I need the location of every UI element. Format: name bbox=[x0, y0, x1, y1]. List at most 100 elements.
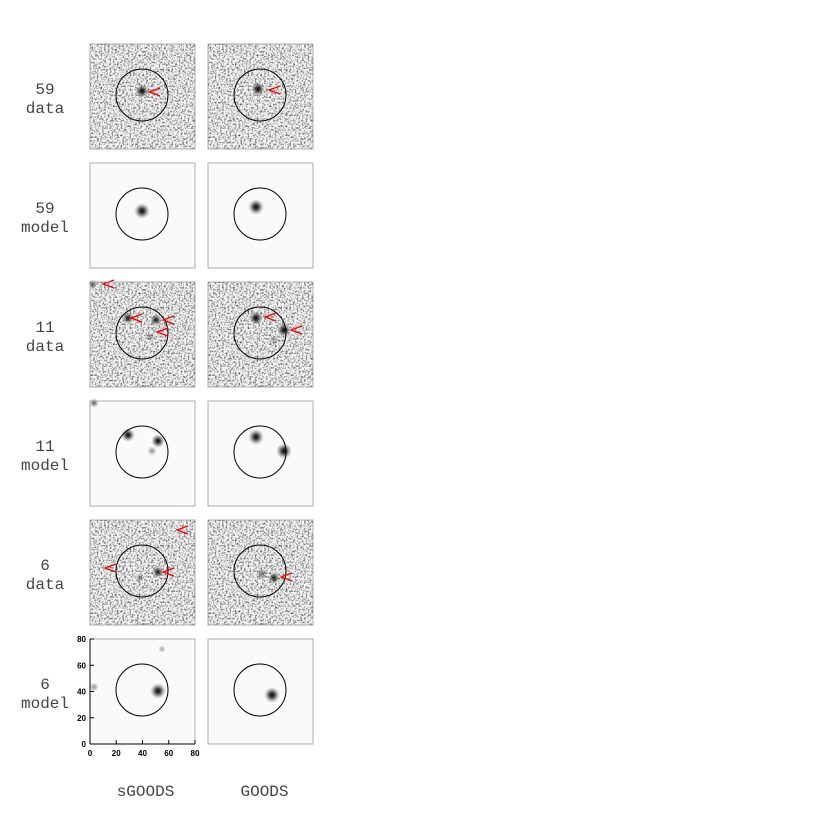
x-tick-label: 60 bbox=[164, 749, 173, 758]
aperture bbox=[115, 187, 169, 241]
panel-background bbox=[208, 163, 313, 268]
panel-frame bbox=[207, 162, 314, 269]
arrow bbox=[289, 325, 303, 335]
image-panel bbox=[89, 638, 196, 745]
source bbox=[150, 683, 166, 699]
y-tick-label: 40 bbox=[77, 688, 86, 697]
row-id: 11 bbox=[35, 438, 54, 456]
aperture bbox=[115, 68, 169, 122]
aperture bbox=[115, 544, 169, 598]
panel-frame bbox=[89, 281, 196, 388]
image-panel bbox=[89, 398, 196, 507]
panel-frame bbox=[207, 281, 314, 388]
image-panel bbox=[207, 400, 314, 507]
y-tick-label: 0 bbox=[82, 740, 87, 749]
arrow bbox=[161, 315, 175, 325]
image-panel bbox=[88, 279, 196, 388]
source bbox=[256, 568, 268, 580]
source bbox=[249, 311, 263, 325]
panel-frame bbox=[207, 43, 314, 150]
noise bbox=[90, 520, 195, 625]
source bbox=[277, 323, 291, 337]
row-id: 59 bbox=[35, 200, 54, 218]
x-tick-label: 80 bbox=[191, 749, 200, 758]
noise bbox=[208, 44, 313, 149]
panel-frame bbox=[207, 519, 314, 626]
arrow bbox=[279, 572, 293, 582]
source bbox=[248, 199, 264, 215]
aperture bbox=[233, 187, 287, 241]
panel-frame bbox=[89, 162, 196, 269]
source bbox=[152, 566, 164, 578]
x-tick-label: 0 bbox=[88, 749, 93, 758]
source bbox=[158, 645, 166, 653]
source bbox=[89, 682, 99, 692]
row-kind: data bbox=[26, 100, 65, 118]
image-panel bbox=[207, 162, 314, 269]
source bbox=[145, 332, 155, 342]
image-panel bbox=[207, 281, 314, 388]
y-tick-label: 20 bbox=[77, 714, 86, 723]
arrow bbox=[147, 87, 161, 97]
row-kind: model bbox=[21, 695, 69, 713]
row-kind: data bbox=[26, 338, 65, 356]
row-id: 6 bbox=[40, 557, 50, 575]
image-panel bbox=[207, 638, 314, 745]
panel-background bbox=[208, 401, 313, 506]
panel-background bbox=[208, 639, 313, 744]
image-panel bbox=[89, 519, 196, 626]
x-tick-label: 20 bbox=[112, 749, 121, 758]
source bbox=[88, 279, 98, 289]
arrow bbox=[267, 85, 281, 95]
aperture bbox=[233, 68, 287, 122]
source bbox=[147, 446, 157, 456]
source bbox=[268, 572, 280, 584]
source bbox=[122, 312, 134, 324]
noise bbox=[208, 282, 313, 387]
arrow bbox=[101, 279, 115, 289]
panel-background bbox=[90, 639, 195, 744]
panel-frame bbox=[207, 638, 314, 745]
image-panel bbox=[89, 162, 196, 269]
aperture bbox=[233, 306, 287, 360]
source bbox=[121, 428, 135, 442]
arrow bbox=[103, 563, 117, 573]
source bbox=[276, 443, 292, 459]
x-tick-label: 40 bbox=[138, 749, 147, 758]
source bbox=[134, 203, 150, 219]
image-panel bbox=[207, 43, 314, 150]
row-kind: model bbox=[21, 219, 69, 237]
arrow bbox=[129, 313, 143, 323]
source bbox=[268, 334, 280, 346]
aperture bbox=[115, 306, 169, 360]
aperture bbox=[115, 663, 169, 717]
arrow bbox=[175, 525, 189, 535]
panel-frame bbox=[89, 400, 196, 507]
source bbox=[135, 84, 149, 98]
y-tick-label: 80 bbox=[77, 635, 86, 644]
arrow bbox=[155, 327, 169, 337]
source bbox=[248, 429, 264, 445]
y-tick-label: 60 bbox=[77, 661, 86, 670]
row-kind: model bbox=[21, 457, 69, 475]
panel-frame bbox=[89, 519, 196, 626]
arrow bbox=[263, 312, 277, 322]
row-kind: data bbox=[26, 576, 65, 594]
source bbox=[89, 398, 99, 408]
image-panel bbox=[89, 43, 196, 150]
arrow bbox=[161, 567, 175, 577]
source bbox=[264, 687, 280, 703]
aperture bbox=[115, 425, 169, 479]
aperture bbox=[233, 544, 287, 598]
aperture bbox=[233, 663, 287, 717]
panel-background bbox=[90, 401, 195, 506]
panel-frame bbox=[89, 43, 196, 150]
noise bbox=[90, 282, 195, 387]
row-id: 11 bbox=[35, 319, 54, 337]
source bbox=[151, 434, 165, 448]
aperture bbox=[233, 425, 287, 479]
panel-frame bbox=[207, 400, 314, 507]
row-id: 59 bbox=[35, 81, 54, 99]
column-label: GOODS bbox=[240, 783, 288, 801]
